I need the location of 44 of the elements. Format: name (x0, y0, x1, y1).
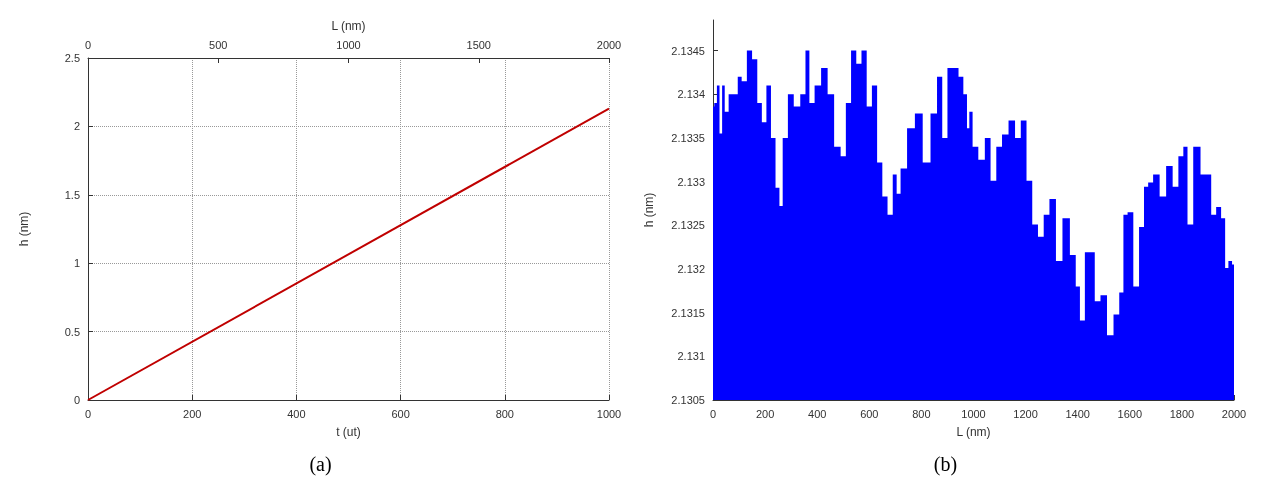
y-tick-label: 1 (73, 257, 80, 270)
text: (a) (309, 453, 332, 476)
x-tick-label: 200 (755, 407, 775, 420)
y-tick-label: 2.1325 (671, 219, 705, 232)
x-tick-label: 1000 (596, 407, 622, 420)
x2-tick-label: 2000 (596, 38, 622, 51)
y-axis-title: h (nm) (642, 192, 656, 228)
x-tick-label: 0 (709, 407, 717, 420)
x-tick-label: 600 (860, 407, 879, 420)
text: (b) (933, 453, 958, 476)
x2-tick-label: 1000 (336, 38, 361, 51)
x-axis-title: L (nm) (956, 425, 991, 439)
x-tick-label: 800 (495, 407, 514, 420)
x-tick-label: 2000 (1221, 407, 1247, 420)
x-tick-label: 600 (391, 407, 410, 420)
x-tick-label: 1000 (961, 407, 986, 420)
y-tick-label: 0.5 (64, 325, 80, 338)
x-tick-label: 1800 (1169, 407, 1195, 420)
y-tick-label: 2.1345 (671, 44, 705, 57)
x-tick-label: 1600 (1117, 407, 1143, 420)
x-tick-label: 800 (912, 407, 931, 420)
y-tick-label: 2.132 (677, 262, 705, 275)
x-tick-label: 400 (808, 407, 827, 420)
x2-tick-label: 500 (209, 38, 228, 51)
x-tick-label: 400 (287, 407, 306, 420)
y-tick-label: 2.5 (64, 52, 80, 64)
x-tick-label: 0 (84, 407, 92, 420)
y-tick-label: 2.1305 (671, 394, 705, 406)
y-tick-label: 2.133 (677, 175, 705, 188)
x-tick-label: 1400 (1065, 407, 1090, 420)
x-tick-label: 200 (183, 407, 202, 420)
x-axis-title: t (ut) (336, 425, 361, 439)
y-axis-title: h (nm) (17, 211, 31, 247)
y-tick-label: 0 (73, 394, 80, 406)
y-tick-label: 2.1335 (671, 131, 705, 144)
x2-axis-title: L (nm) (331, 19, 366, 33)
y-tick-label: 2 (73, 120, 80, 133)
x2-tick-label: 0 (84, 38, 92, 51)
y-tick-label: 2.131 (677, 350, 705, 363)
y-tick-label: 2.1315 (671, 306, 705, 319)
x-tick-label: 1200 (1013, 407, 1038, 420)
y-tick-label: 2.134 (677, 88, 705, 101)
y-tick-label: 1.5 (64, 188, 80, 201)
x2-tick-label: 1500 (466, 38, 491, 51)
